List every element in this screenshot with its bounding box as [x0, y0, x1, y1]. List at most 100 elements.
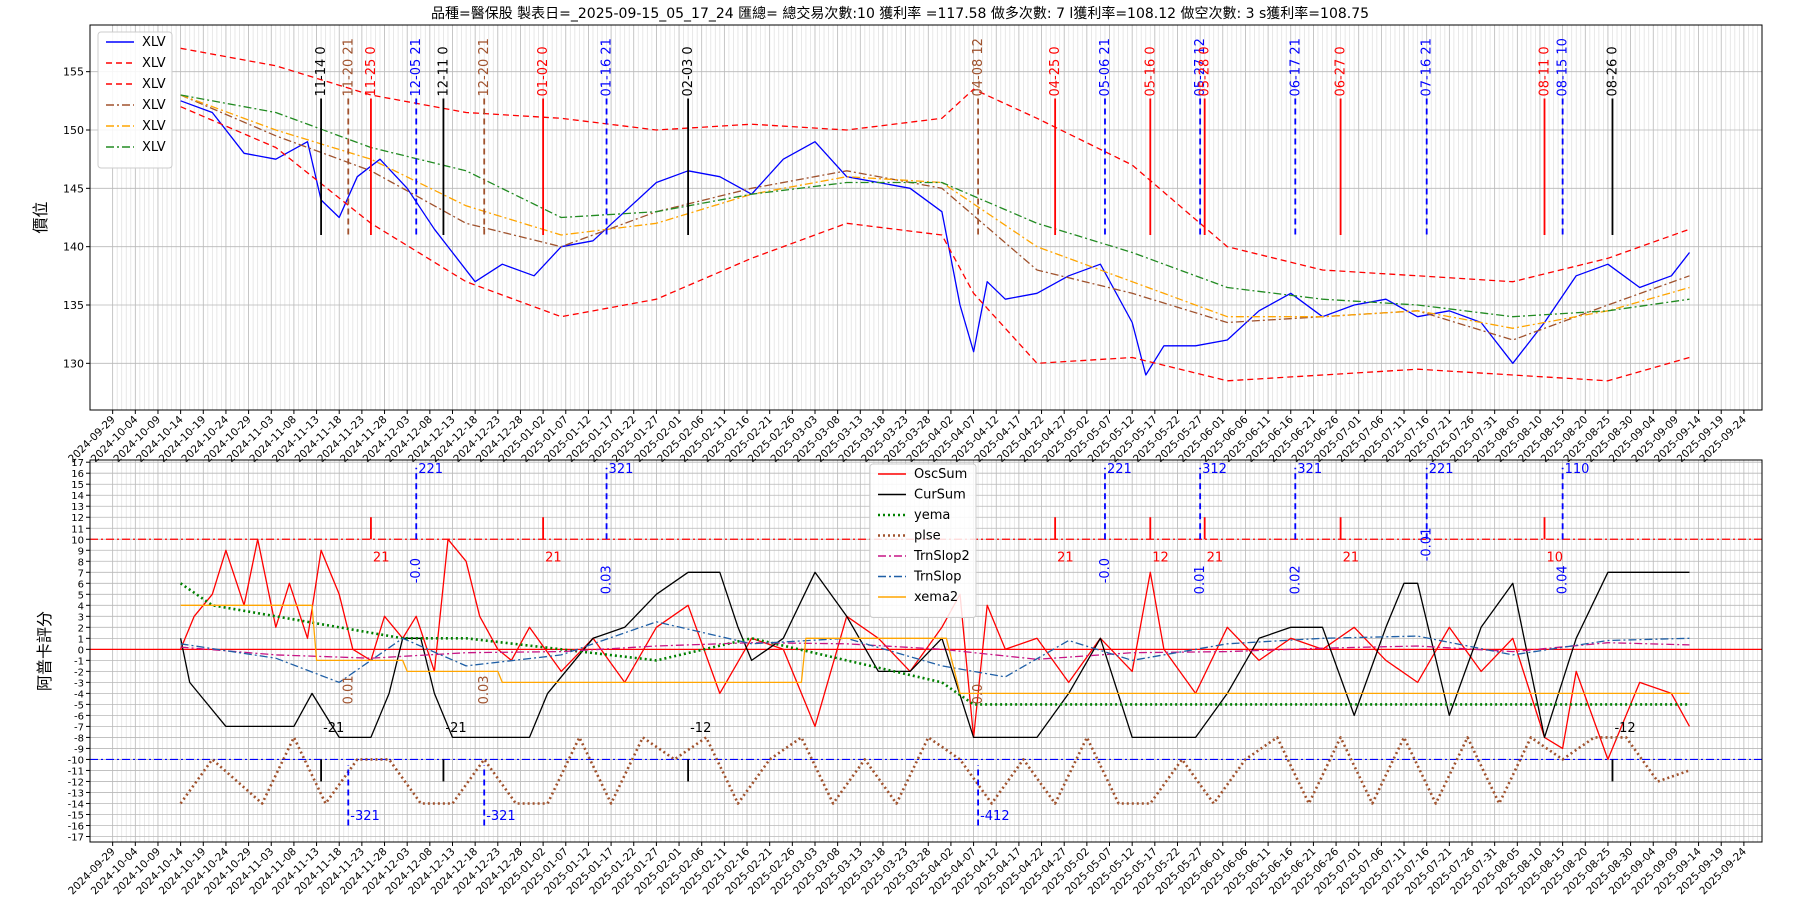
price-marker-label: 05-16 0 [1143, 46, 1158, 96]
price-marker-label: 08-15 10 [1556, 38, 1571, 96]
price-legend-label: XLV [142, 98, 166, 113]
score-marker-label: 12 [1152, 550, 1169, 565]
score-marker-label: -321 [486, 809, 516, 824]
score-marker-label: 110 [1565, 462, 1590, 477]
price-marker-label: 08-26 0 [1605, 46, 1620, 96]
score-marker-label: 221 [1429, 462, 1454, 477]
score-marker-label: -12 [1614, 721, 1635, 736]
score-series-5 [180, 621, 1690, 684]
score-marker-label: 0.01 [341, 675, 356, 704]
score-marker-label: -0.0 [1098, 558, 1113, 583]
score-marker-label: -0.0 [409, 558, 424, 583]
score-ytick-label: -4 [74, 689, 84, 700]
score-series-6 [180, 604, 1690, 695]
score-marker-label: 221 [1107, 462, 1132, 477]
price-marker-label: 12-05 21 [409, 38, 424, 96]
price-marker-label: 01-02 0 [536, 46, 551, 96]
score-marker-label: 21 [1057, 550, 1074, 565]
score-marker-label: -321 [350, 809, 380, 824]
score-ylabel: 阿普卡評分 [35, 611, 54, 691]
price-marker-label: 06-27 0 [1334, 46, 1349, 96]
price-ytick-label: 135 [63, 299, 84, 312]
price-marker-label: 02-03 0 [681, 46, 696, 96]
price-marker-label: 07-16 21 [1420, 38, 1435, 96]
price-ytick-label: 150 [63, 124, 84, 137]
score-ytick-label: 17 [71, 458, 84, 469]
price-legend-label: XLV [142, 119, 166, 134]
price-ytick-label: 145 [63, 182, 84, 195]
score-ytick-label: -6 [74, 711, 84, 722]
score-legend-label: TrnSlop2 [913, 549, 970, 564]
score-marker-label: -21 [445, 721, 466, 736]
price-legend-label: XLV [142, 77, 166, 92]
score-ytick-label: -9 [74, 744, 84, 755]
price-legend-label: XLV [142, 56, 166, 71]
price-marker-label: 05-06 21 [1098, 38, 1113, 96]
figure-title: 品種=醫保股 製表日=_2025-09-15_05_17_24 匯總= 總交易次… [431, 5, 1369, 22]
score-ytick-label: 0 [78, 645, 84, 656]
score-marker-label: 0.01 [1193, 565, 1208, 594]
price-marker-label: 08-11 0 [1538, 46, 1553, 96]
price-marker-label: 04-25 0 [1048, 46, 1063, 96]
price-marker-label: 05-28 0 [1198, 46, 1213, 96]
score-ytick-label: 3 [78, 612, 84, 623]
score-marker-label: -12 [690, 721, 711, 736]
score-legend-label: plse [914, 529, 941, 544]
price-legend: XLV XLV XLV XLV XLV XLV [97, 31, 173, 169]
score-series-4 [180, 642, 1690, 660]
price-axes-frame [89, 24, 1763, 411]
score-ytick-label: 6 [78, 579, 84, 590]
score-series-0 [179, 538, 1691, 761]
score-legend-label: xema2 [914, 590, 958, 605]
score-legend-label: CurSum [914, 488, 966, 503]
score-marker-label: 21 [545, 550, 562, 565]
price-ytick-label: 155 [63, 66, 84, 79]
price-marker-label: 11-20 21 [341, 38, 356, 96]
score-ytick-label: 9 [78, 546, 84, 557]
score-marker-label: 321 [609, 462, 634, 477]
price-marker-label: 06-17 21 [1288, 38, 1303, 96]
score-ytick-label: 15 [71, 480, 84, 491]
score-ytick-label: -12 [68, 777, 84, 788]
score-legend-box [869, 463, 977, 618]
score-ytick-label: -5 [74, 700, 84, 711]
score-ytick-label: -8 [74, 733, 84, 744]
score-ytick-label: 1 [78, 634, 84, 645]
score-marker-label: 0.03 [477, 675, 492, 704]
score-marker-label: 321 [1297, 462, 1322, 477]
price-marker-label: 12-20 21 [477, 38, 492, 96]
score-marker-label: 0.04 [1556, 565, 1571, 594]
price-legend-label: XLV [142, 140, 166, 155]
price-marker-label: 05-27 12 [1193, 38, 1208, 96]
score-marker-label: -412 [980, 809, 1010, 824]
score-axes-frame [89, 459, 1763, 843]
price-legend-box [97, 31, 173, 169]
score-ytick-label: -17 [68, 832, 84, 843]
price-marker-label: 11-25 0 [364, 46, 379, 96]
score-ytick-label: 2 [78, 623, 84, 634]
score-legend-label: OscSum [914, 467, 967, 482]
score-ytick-label: 11 [71, 524, 84, 535]
score-ytick-label: -10 [68, 755, 84, 766]
price-marker-label: 04-08 12 [971, 38, 986, 96]
price-ytick-label: 130 [63, 357, 84, 370]
score-ytick-label: 7 [78, 568, 84, 579]
price-marker-label: 01-16 21 [600, 38, 615, 96]
score-ytick-label: -15 [68, 810, 84, 821]
score-marker-label: -0.01 [1420, 528, 1435, 562]
score-ytick-label: -7 [74, 722, 84, 733]
price-marker-label: 12-11 0 [436, 46, 451, 96]
score-marker-label: 0.03 [600, 565, 615, 594]
score-ytick-label: -13 [68, 788, 84, 799]
score-ytick-label: 8 [78, 557, 84, 568]
price-series-5 [180, 94, 1690, 318]
score-ytick-label: 4 [78, 601, 84, 612]
score-ytick-label: 10 [71, 535, 84, 546]
score-ytick-label: -14 [68, 799, 84, 810]
price-marker-label: 11-14 0 [314, 46, 329, 96]
price-ytick-label: 140 [63, 241, 84, 254]
score-series-1 [179, 571, 1690, 739]
score-ytick-label: 12 [71, 513, 84, 524]
